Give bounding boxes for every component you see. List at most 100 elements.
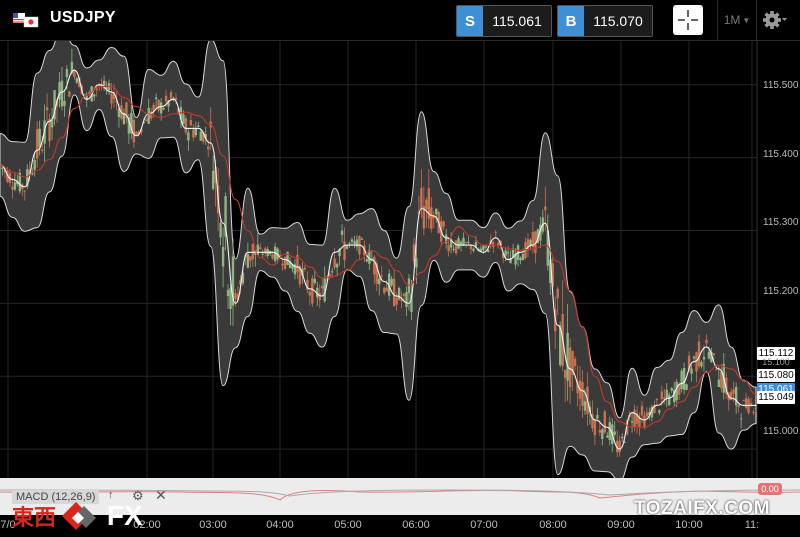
- candle-body: [321, 285, 324, 289]
- candle-body: [544, 206, 547, 211]
- candle-body: [125, 102, 128, 118]
- candle-body: [730, 391, 733, 401]
- candle-body: [395, 297, 398, 305]
- crosshair-icon: [678, 10, 698, 30]
- candle-body: [214, 166, 217, 184]
- candle-body: [677, 384, 681, 395]
- candle-body: [65, 69, 69, 78]
- candle-body: [526, 238, 530, 251]
- candle-body: [16, 181, 19, 185]
- watermark-logo-left: 東西 FX: [12, 500, 143, 532]
- sell-button[interactable]: S 115.061: [456, 5, 552, 37]
- candle-body: [397, 287, 401, 300]
- candle-body: [427, 188, 431, 219]
- candle-body: [459, 241, 463, 246]
- candle-body: [343, 241, 346, 261]
- candle-body: [717, 379, 721, 387]
- candle-body: [350, 239, 354, 242]
- candle-body: [415, 258, 418, 268]
- candle-body: [353, 241, 356, 244]
- candle-body: [298, 265, 302, 285]
- candle-body: [653, 404, 656, 414]
- moving-average-line: [0, 86, 757, 428]
- time-label: 7/0: [0, 519, 16, 531]
- gear-icon[interactable]: ⚙: [132, 488, 144, 503]
- watermark-site: TOZAIFX.COM: [634, 498, 771, 519]
- candle-body: [316, 287, 319, 298]
- time-label: 03:00: [199, 519, 227, 531]
- symbol-title[interactable]: USDJPY: [50, 9, 116, 26]
- candle-body: [613, 431, 616, 435]
- price-label-middle: 115.080: [757, 369, 795, 382]
- close-icon[interactable]: ✕: [155, 487, 167, 503]
- sell-tag: S: [457, 6, 483, 36]
- candle-body: [241, 272, 245, 284]
- candle-body: [420, 187, 423, 209]
- candle-body: [536, 229, 540, 244]
- candle-body: [102, 80, 106, 89]
- candle-body: [737, 404, 740, 408]
- candle-body: [159, 102, 163, 114]
- time-label: 04:00: [266, 519, 294, 531]
- candle-body: [239, 279, 242, 285]
- candle-body: [506, 252, 510, 254]
- candle-body: [558, 325, 562, 365]
- candle-body: [387, 273, 391, 296]
- macd-panel[interactable]: 0.00: [0, 478, 800, 515]
- candle-body: [182, 114, 185, 124]
- candle-body: [412, 244, 416, 262]
- candle-body: [402, 293, 406, 297]
- candle-body: [318, 292, 321, 301]
- gear-icon[interactable]: [760, 8, 788, 32]
- candle-body: [754, 407, 758, 409]
- price-axis: 115.500 115.400 115.300 115.200 115.000: [763, 80, 799, 437]
- candle-body: [566, 332, 569, 381]
- candle-body: [675, 381, 678, 401]
- candle-body: [249, 256, 252, 261]
- candle-body: [422, 206, 426, 229]
- timeframe-label: 1M: [723, 13, 741, 27]
- candle-body: [132, 119, 136, 143]
- price-chart[interactable]: 115.500 115.400 115.300 115.200 115.000: [0, 41, 800, 478]
- candle-body: [192, 129, 195, 138]
- macd-label[interactable]: MACD (12,26,9): [12, 490, 100, 504]
- crosshair-button[interactable]: [673, 5, 703, 35]
- candle-body: [635, 413, 639, 424]
- candle-body: [682, 367, 686, 390]
- candle-body: [78, 77, 81, 88]
- buy-button[interactable]: B 115.070: [557, 5, 653, 37]
- candle-body: [556, 288, 559, 299]
- candle-body: [60, 80, 64, 107]
- candle-body: [150, 111, 153, 119]
- candle-body: [164, 95, 168, 102]
- candle-body: [92, 94, 96, 97]
- candle-body: [749, 403, 753, 406]
- time-label: 09:00: [607, 519, 635, 531]
- candle-body: [521, 253, 525, 261]
- candle-body: [355, 239, 359, 247]
- candle-body: [365, 259, 369, 262]
- candle-body: [608, 422, 611, 441]
- candle-body: [752, 411, 755, 413]
- candle-body: [645, 412, 649, 417]
- candle-body: [31, 172, 34, 175]
- candle-body: [497, 242, 500, 247]
- candle-body: [640, 406, 644, 416]
- candle-body: [487, 250, 490, 252]
- candle-body: [660, 391, 664, 400]
- candle-body: [571, 351, 574, 376]
- candle-body: [278, 254, 282, 259]
- candle-body: [48, 118, 51, 142]
- candle-body: [464, 241, 468, 243]
- candle-body: [474, 241, 478, 248]
- candle-body: [177, 108, 180, 114]
- candle-body: [226, 290, 230, 297]
- candle-body: [492, 241, 495, 248]
- candle-body: [658, 410, 661, 413]
- candle-body: [115, 100, 118, 103]
- arrow-up-icon[interactable]: ↑: [108, 489, 114, 501]
- timeframe-select[interactable]: 1M ▼: [717, 0, 757, 40]
- candle-body: [673, 389, 676, 403]
- candle-body: [33, 159, 36, 170]
- candle-body: [63, 100, 66, 106]
